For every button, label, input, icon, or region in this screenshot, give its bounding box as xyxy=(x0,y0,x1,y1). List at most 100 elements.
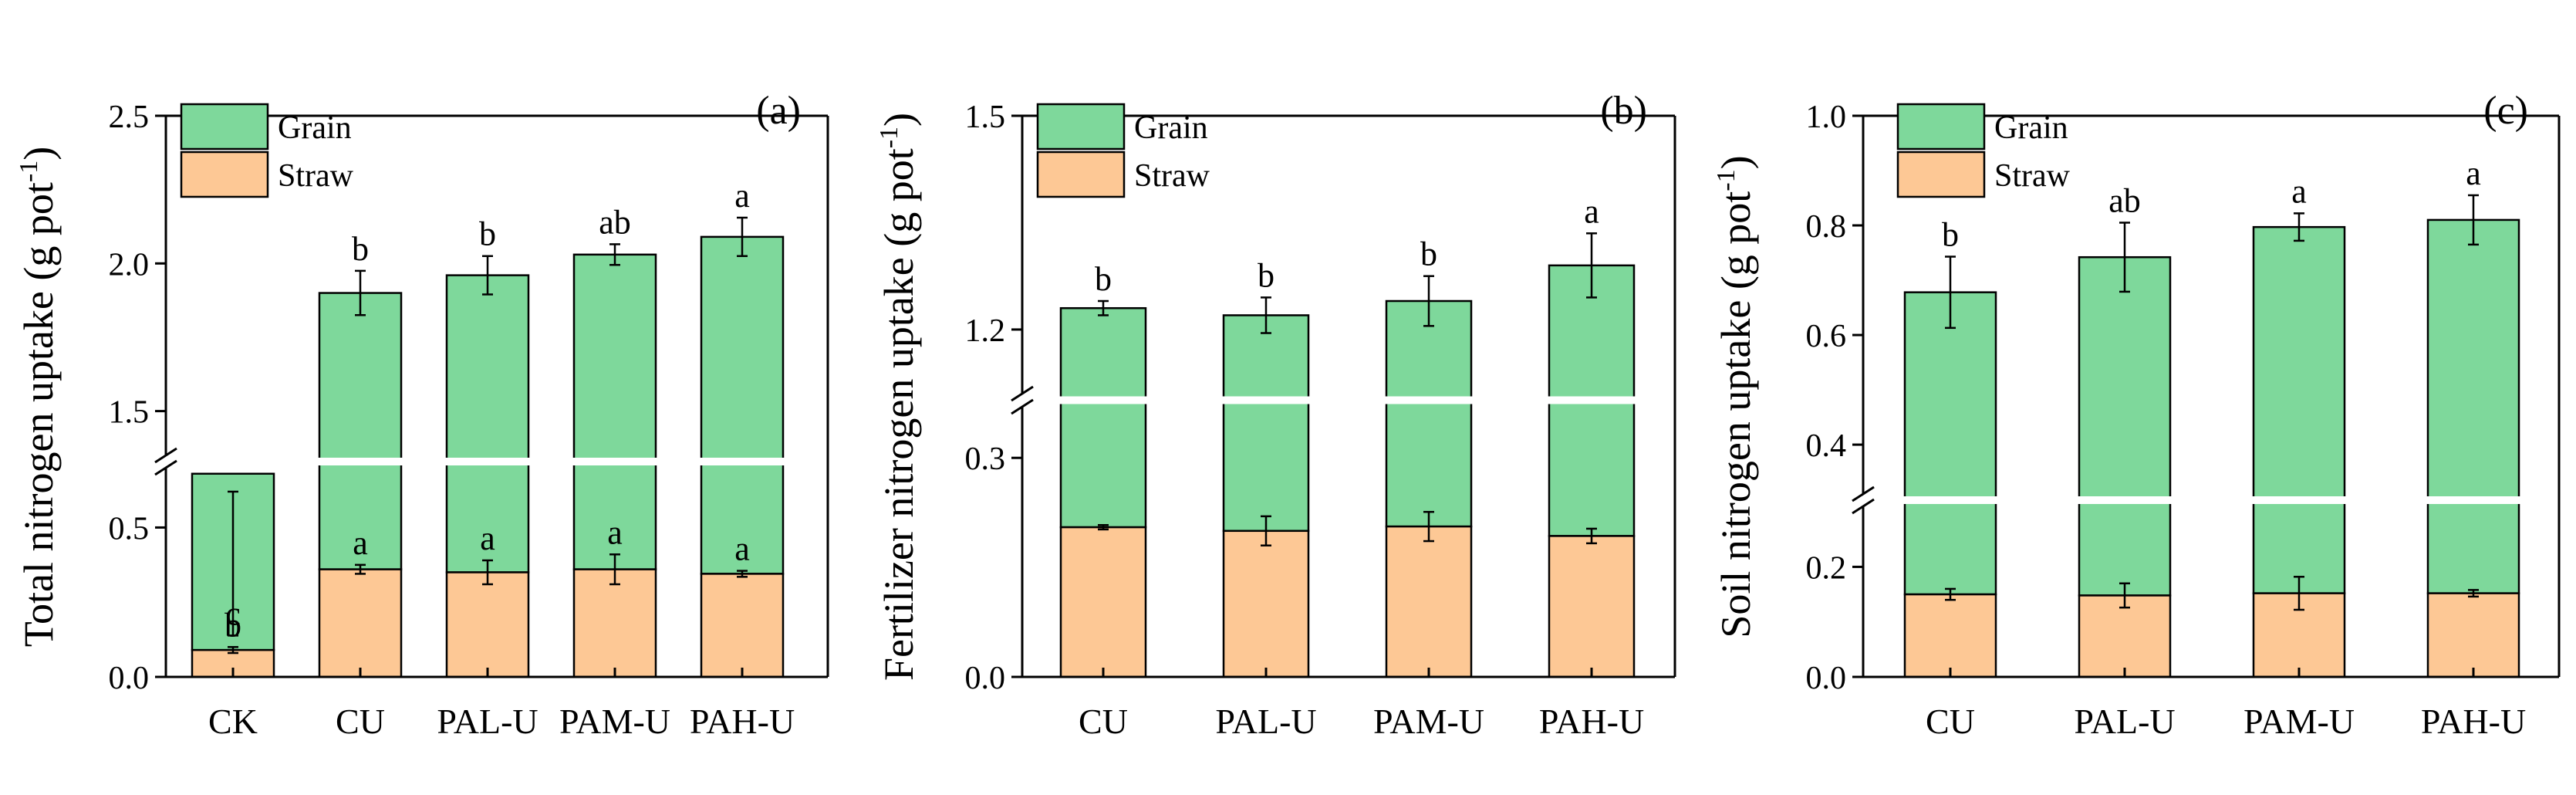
y-axis-label: Soil nitrogen uptake (g pot-1) xyxy=(1712,155,1759,638)
straw-error-bar xyxy=(482,559,493,586)
y-axis-label-superscript: -1 xyxy=(1712,169,1740,191)
y-tick-label: 0.8 xyxy=(1806,209,1847,245)
grain-bar xyxy=(572,253,657,570)
y-tick-label: 0.0 xyxy=(965,661,1006,696)
y-tick-label: 0.0 xyxy=(109,661,150,696)
y-tick-label: 0.6 xyxy=(1806,319,1847,354)
legend-label: Grain xyxy=(1994,110,2068,146)
grain-bar xyxy=(700,235,785,575)
significance-letter: a xyxy=(734,530,750,568)
y-axis-label-main: Soil nitrogen uptake (g pot xyxy=(1713,191,1759,638)
grain-bar xyxy=(2252,225,2346,594)
y-axis-label-superscript: -1 xyxy=(875,127,903,148)
total-error-bar xyxy=(2468,194,2479,246)
significance-letter: a xyxy=(1584,192,1599,230)
y-tick-label: 0.3 xyxy=(965,441,1006,477)
straw-error-bar xyxy=(355,563,366,575)
y-axis-label-main: Fertilizer nitrogen uptake (g pot xyxy=(876,148,922,681)
y-tick-label: 2.0 xyxy=(109,247,150,282)
straw-error-bar xyxy=(1098,523,1109,531)
total-error-bar xyxy=(609,243,620,266)
significance-letter: b xyxy=(1095,260,1112,298)
x-tick-label: CU xyxy=(336,702,385,741)
total-error-bar xyxy=(737,216,748,257)
straw-bar xyxy=(1222,529,1310,678)
y-tick-label: 2.5 xyxy=(109,100,150,135)
axis-break-mark xyxy=(154,447,177,464)
straw-error-bar xyxy=(228,646,238,655)
legend: Grain Straw xyxy=(180,103,354,198)
y-tick-label: 0.4 xyxy=(1806,428,1847,464)
y-tick-label: 0.5 xyxy=(109,511,150,546)
x-tick-label: PAM-U xyxy=(2243,702,2355,741)
x-tick-label: PAL-U xyxy=(1215,702,1316,741)
straw-bar xyxy=(445,571,530,678)
total-error-bar xyxy=(1586,232,1597,299)
legend-label: Grain xyxy=(278,110,352,146)
significance-letter: b xyxy=(352,230,369,268)
y-tick-label: 1.5 xyxy=(109,395,150,431)
x-tick-label: PAH-U xyxy=(2421,702,2526,741)
total-error-bar xyxy=(1098,299,1109,316)
legend-label: Straw xyxy=(1134,158,1210,194)
significance-letter: ab xyxy=(2108,181,2141,219)
legend-swatch-grain xyxy=(1896,103,1986,151)
straw-error-bar xyxy=(1586,527,1597,545)
grain-bar xyxy=(2078,255,2172,597)
straw-error-bar xyxy=(1423,510,1434,543)
straw-error-bar xyxy=(1261,515,1271,546)
chart-panel-b: b CU b PAL-U b PAM-U a PAH-U 0.0 0.3 1.2 1.5 Fertili… xyxy=(875,89,1676,741)
total-error-bar xyxy=(482,255,493,296)
grain-bar xyxy=(445,274,530,573)
significance-letter: a xyxy=(353,524,368,562)
axis-break-mark xyxy=(1011,398,1034,415)
y-axis-label-main: Total nitrogen uptake (g pot xyxy=(15,182,62,647)
x-tick-label: PAL-U xyxy=(437,702,538,741)
panel-label: (b) xyxy=(1600,89,1647,133)
legend-swatch-straw xyxy=(1036,151,1126,198)
significance-letter: b xyxy=(1942,216,1959,254)
axis-break-mark xyxy=(1011,385,1034,402)
panel-label: (a) xyxy=(756,89,801,133)
significance-letter: a xyxy=(480,519,495,557)
x-tick-label: CU xyxy=(1079,702,1128,741)
straw-error-bar xyxy=(609,553,620,586)
significance-letter: a xyxy=(2466,154,2481,192)
grain-bar xyxy=(1059,306,1147,529)
total-error-bar xyxy=(1261,296,1271,334)
legend-label: Grain xyxy=(1134,110,1208,146)
x-tick-label: PAM-U xyxy=(1373,702,1484,741)
panel-label: (c) xyxy=(2483,89,2528,133)
y-axis-label-close: ) xyxy=(876,113,922,127)
x-tick-label: PAL-U xyxy=(2074,702,2175,741)
y-axis-label-close: ) xyxy=(15,147,62,161)
axis-break-mark xyxy=(1852,485,1875,502)
significance-letter: b xyxy=(1258,256,1274,294)
x-tick-label: PAH-U xyxy=(1539,702,1644,741)
y-axis-label: Total nitrogen uptake (g pot-1) xyxy=(15,147,62,647)
significance-letter: b xyxy=(479,215,496,253)
x-tick-label: CU xyxy=(1926,702,1975,741)
significance-letter: a xyxy=(734,177,750,215)
y-axis-label-close: ) xyxy=(1713,155,1759,169)
straw-bar xyxy=(1059,526,1147,678)
legend-swatch-grain xyxy=(180,103,269,151)
straw-error-bar xyxy=(2119,582,2130,609)
total-error-bar xyxy=(2119,222,2130,293)
axis-break-mark xyxy=(154,459,177,476)
y-axis-label-superscript: -1 xyxy=(15,161,43,182)
total-error-bar xyxy=(2294,212,2304,242)
y-tick-label: 0.0 xyxy=(1806,661,1847,696)
y-tick-label: 0.2 xyxy=(1806,550,1847,586)
x-tick-label: PAM-U xyxy=(559,702,670,741)
total-error-bar xyxy=(228,490,238,637)
axis-break-mark xyxy=(1852,498,1875,515)
straw-bar xyxy=(700,573,785,678)
significance-letter: a xyxy=(2291,172,2307,210)
straw-bar xyxy=(318,568,403,678)
legend: Grain Straw xyxy=(1036,103,1210,198)
legend-swatch-grain xyxy=(1036,103,1126,151)
total-error-bar xyxy=(1423,275,1434,327)
straw-bar xyxy=(572,568,657,678)
